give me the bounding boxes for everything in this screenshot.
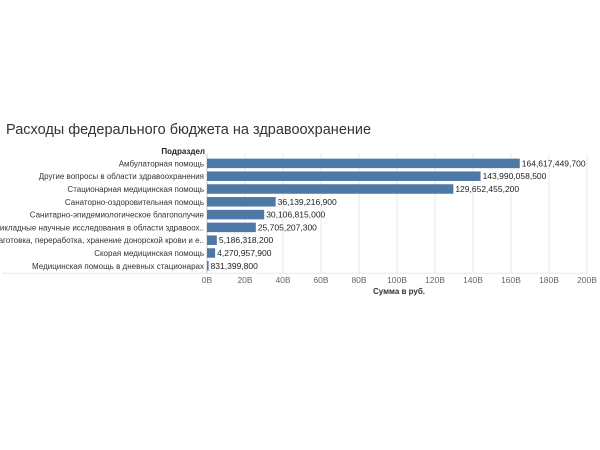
data-label: 143,990,058,500 [483,171,547,181]
bar [207,209,265,220]
x-tick-label: 200B [577,275,597,285]
category-label: Другие вопросы в области здравоохранения [39,172,204,181]
row-header: Подраздел [161,147,205,156]
category-label: Амбулаторная помощь [119,159,204,168]
x-tick-label: 160B [501,275,521,285]
category-label: Прикладные научные исследования в област… [0,223,204,232]
bar [207,158,520,169]
data-label: 5,186,318,200 [219,235,274,245]
category-label: Заготовка, переработка, хранение донорск… [0,236,204,245]
data-label: 30,106,815,000 [266,210,325,220]
bar [207,171,481,181]
x-tick-label: 120B [425,275,445,285]
x-tick-label: 100B [387,275,407,285]
bar [207,248,216,258]
data-label: 4,270,957,900 [217,248,272,258]
category-label: Медицинская помощь в дневных стационарах [32,262,204,271]
x-tick-label: 180B [539,275,559,285]
bar [207,261,209,271]
chart-title: Расходы федерального бюджета на здравоох… [6,122,372,138]
bar [207,222,256,233]
x-tick-label: 40B [275,275,290,285]
x-axis-label: Сумма в руб. [373,287,425,296]
data-label: 129,652,455,200 [455,184,519,194]
category-label: Санитарно-эпидемиологическое благополучи… [30,211,205,220]
data-label: 831,399,800 [211,261,259,271]
x-tick-label: 0B [202,275,213,285]
x-tick-label: 20B [237,275,252,285]
bar [207,184,454,194]
x-tick-label: 140B [463,275,483,285]
data-label: 164,617,449,700 [522,158,586,168]
bar [207,235,217,245]
category-label: Санаторно-оздоровительная помощь [65,198,204,207]
bar [207,197,276,207]
data-label: 25,705,207,300 [258,222,317,232]
category-label: Стационарная медицинская помощь [67,185,204,194]
x-tick-label: 60B [313,275,328,285]
category-label: Скорая медицинская помощь [94,249,204,258]
x-tick-label: 80B [351,275,366,285]
data-label: 36,139,216,900 [278,197,337,207]
